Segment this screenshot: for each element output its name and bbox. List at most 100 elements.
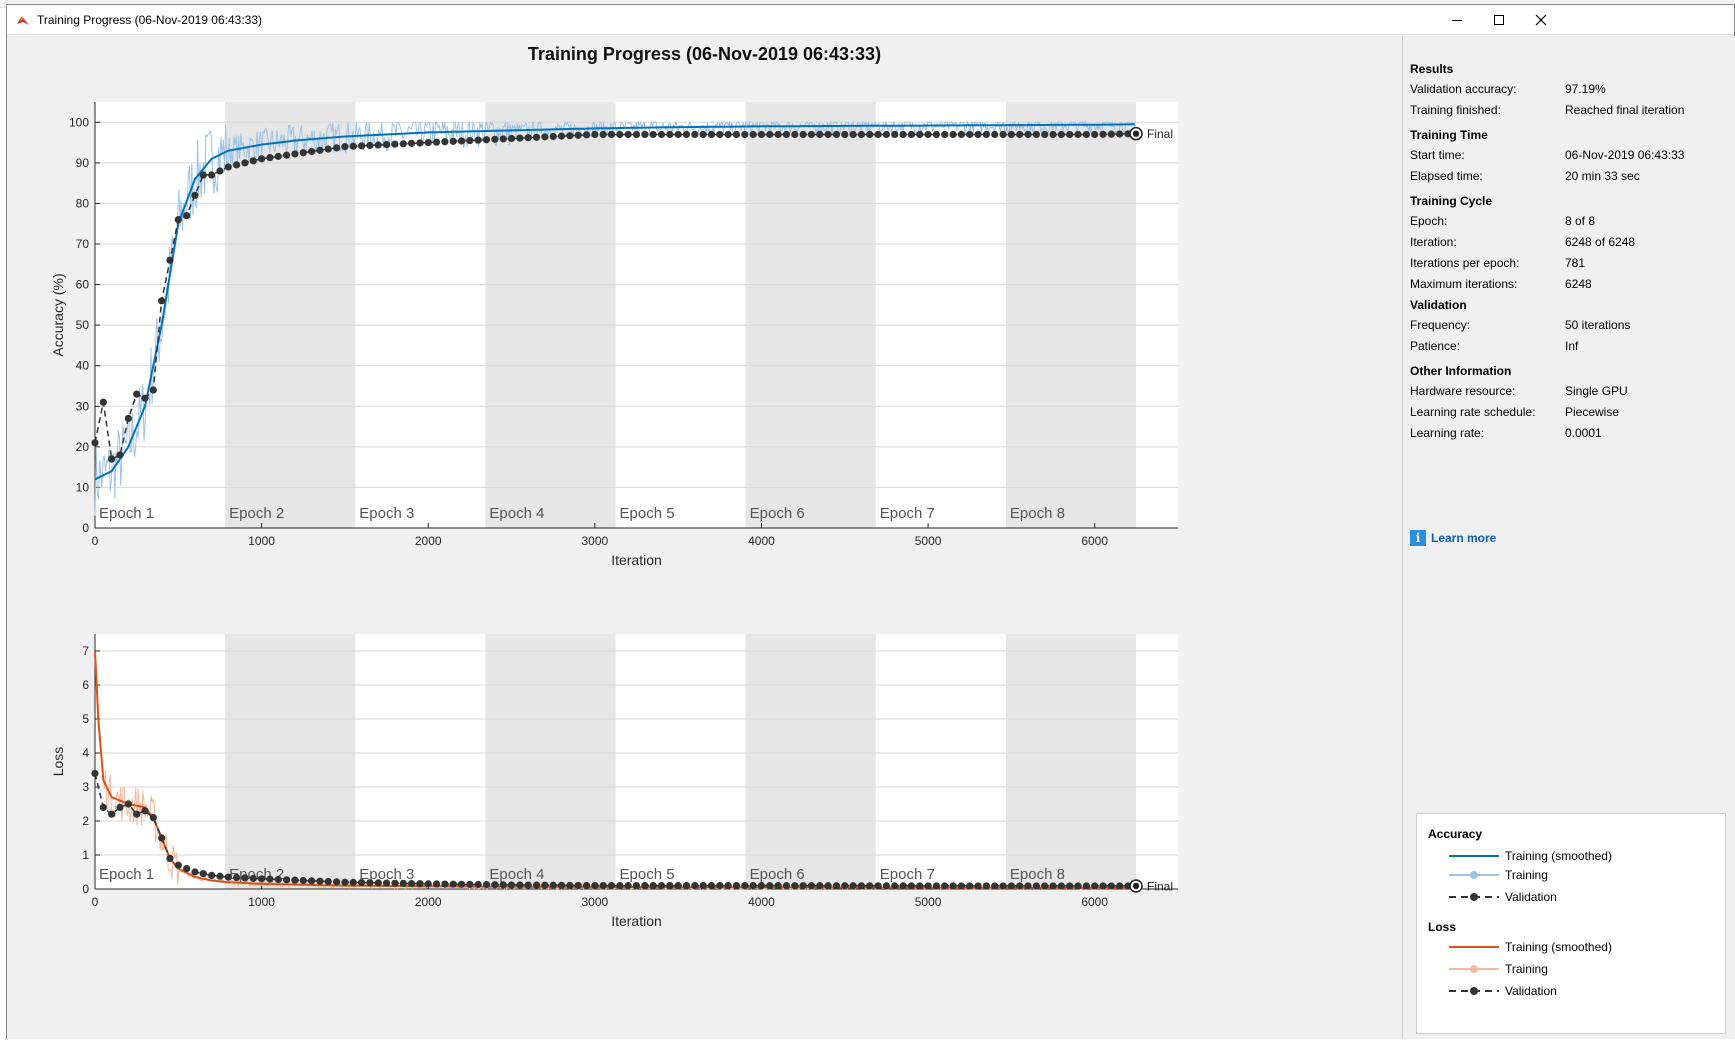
x-tick-label: 5000 [915,895,942,909]
validation-point [432,880,441,888]
x-tick-label: 2000 [415,895,442,909]
minimize-button[interactable] [1434,5,1480,35]
validation-point [524,134,532,142]
validation-point [932,882,941,890]
validation-point [841,130,849,139]
legend-accuracy-validation: Validation [1449,888,1557,906]
validation-point [166,854,174,863]
validation-point [399,140,407,148]
validation-point [466,880,474,889]
validation-point [108,455,116,463]
legend-loss-title: Loss [1428,920,1457,934]
validation-point [641,882,649,890]
validation-point [133,390,141,398]
final-label: Final [1147,127,1173,141]
validation-point [807,882,816,890]
validation-point [399,879,407,887]
validation-point [716,882,724,890]
x-tick-label: 5000 [915,534,942,548]
validation-point [233,161,241,169]
validation-point [499,881,507,889]
validation-point [441,880,449,888]
validation-point [657,882,666,890]
validation-point [283,876,291,884]
info-row: Training finished: Reached final iteratio… [1410,100,1684,121]
close-button[interactable] [1518,5,1564,35]
validation-point [1091,882,1099,890]
validation-point [199,171,207,179]
validation-point [991,882,999,890]
epoch-band [745,634,876,889]
validation-point [324,145,332,153]
validation-point [1099,130,1107,138]
x-axis-label: Iteration [611,552,662,568]
validation-point [549,132,557,141]
maximize-button[interactable] [1476,5,1522,35]
validation-point [582,131,591,139]
validation-point [91,439,99,447]
validation-point [491,881,499,889]
epoch-label: Epoch 3 [359,505,414,522]
validation-point [907,130,916,139]
validation-point [407,879,416,888]
validation-point [1007,882,1015,890]
validation-point [532,881,541,889]
legend-label: Training [1505,962,1548,976]
validation-point [332,878,341,886]
validation-point [382,879,391,887]
epoch-label: Epoch 4 [489,866,544,883]
validation-point [357,878,366,887]
info-row: Epoch: 8 of 8 [1410,211,1595,232]
validation-point [449,880,457,888]
training-smoothed-series [94,123,1135,481]
validation-point [957,882,966,890]
x-tick-label: 6000 [1081,895,1108,909]
validation-point [341,143,349,151]
other-information-section: Other Information Hardware resource: Sing… [1410,362,1628,444]
validation-point [516,134,524,142]
info-label: Iteration: [1410,235,1457,249]
info-label: Patience: [1410,339,1461,353]
section-title: Other Information [1410,364,1512,378]
epoch-label: Epoch 6 [750,505,805,522]
validation-point [349,878,357,886]
training-time-section: Training Time Start time: 06-Nov-2019 06:… [1410,126,1684,187]
validation-point [199,870,207,878]
validation-point [482,881,491,889]
epoch-band [485,102,616,528]
validation-point [732,130,741,139]
validation-point [799,130,807,139]
legend-label: Training (smoothed) [1505,940,1612,954]
validation-point [882,130,891,139]
validation-point [166,256,174,264]
epoch-label: Epoch 1 [99,505,154,522]
validation-point [991,130,999,139]
validation-point [799,882,807,890]
y-tick-label: 0 [82,882,89,896]
validation-point [474,136,482,144]
validation-point [816,882,824,890]
validation-point [1057,882,1065,890]
validation-point [482,136,491,144]
validation-point [741,130,749,139]
validation-point [308,147,316,156]
validation-point [316,146,324,154]
learn-more-link[interactable]: i Learn more [1410,530,1496,546]
validation-point [266,153,274,162]
validation-point [632,130,641,139]
validation-point [857,130,866,139]
validation-point [882,882,891,890]
validation-point [866,882,874,890]
validation-point [566,132,574,140]
info-label: Learning rate schedule: [1410,405,1536,419]
legend-loss-validation: Validation [1449,982,1557,1000]
window-title: Training Progress (06-Nov-2019 06:43:33) [37,13,263,27]
title-bar: Training Progress (06-Nov-2019 06:43:33) [7,5,1734,35]
info-row: Learning rate schedule: Piecewise [1410,402,1619,423]
validation-point [191,868,199,876]
validation-point [632,882,641,890]
validation-point [391,879,399,887]
epoch-band [1005,102,1137,528]
validation-point [258,875,266,883]
validation-point [666,882,674,890]
